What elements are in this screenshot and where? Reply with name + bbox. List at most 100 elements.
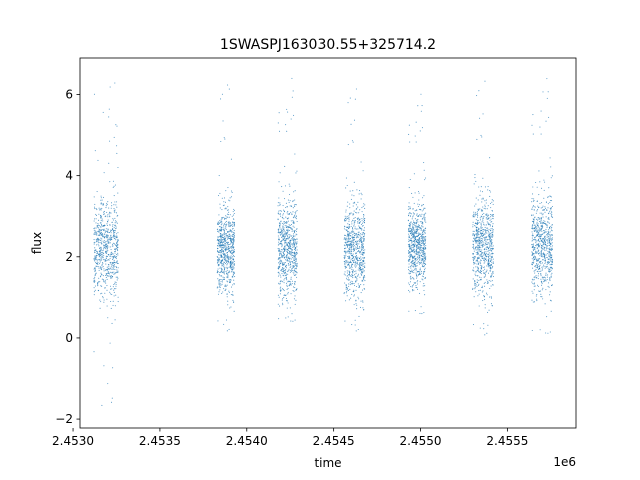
data-point bbox=[349, 260, 352, 262]
data-point bbox=[284, 231, 286, 233]
data-point bbox=[110, 248, 112, 251]
data-point bbox=[354, 216, 356, 219]
data-point bbox=[420, 237, 422, 240]
data-point bbox=[112, 258, 114, 260]
data-point bbox=[362, 205, 364, 207]
data-point bbox=[413, 272, 415, 274]
data-point bbox=[408, 224, 410, 227]
data-point bbox=[355, 261, 357, 263]
data-point bbox=[478, 279, 480, 282]
data-point bbox=[479, 269, 482, 271]
data-point bbox=[227, 214, 229, 216]
data-point bbox=[544, 262, 546, 264]
data-point bbox=[217, 252, 219, 254]
data-point bbox=[103, 299, 105, 301]
data-point bbox=[414, 264, 416, 266]
data-point bbox=[410, 285, 412, 288]
data-point bbox=[343, 219, 346, 221]
data-point bbox=[409, 141, 411, 143]
data-point bbox=[220, 238, 222, 240]
data-point bbox=[487, 261, 489, 263]
data-point bbox=[110, 236, 112, 238]
data-point bbox=[483, 259, 486, 261]
data-point bbox=[548, 253, 550, 255]
data-point bbox=[233, 268, 235, 270]
data-point bbox=[217, 278, 219, 280]
data-point bbox=[230, 250, 232, 252]
data-point bbox=[228, 291, 230, 294]
data-point bbox=[486, 248, 488, 250]
data-point bbox=[479, 261, 481, 263]
data-point bbox=[531, 234, 533, 236]
data-point bbox=[544, 231, 546, 233]
data-point bbox=[229, 200, 231, 202]
data-point bbox=[491, 236, 493, 238]
data-point bbox=[348, 264, 350, 266]
data-point bbox=[295, 263, 297, 265]
data-point bbox=[412, 196, 414, 198]
data-point bbox=[104, 292, 106, 294]
data-point bbox=[480, 241, 482, 243]
data-point bbox=[425, 227, 427, 229]
data-point bbox=[343, 237, 345, 239]
data-point bbox=[491, 274, 493, 276]
data-point bbox=[287, 302, 289, 304]
data-point bbox=[221, 209, 223, 211]
data-point bbox=[103, 211, 105, 213]
data-point bbox=[408, 289, 410, 291]
data-point bbox=[293, 204, 295, 206]
data-point bbox=[481, 249, 483, 251]
data-point bbox=[547, 196, 549, 198]
data-point bbox=[415, 264, 417, 267]
data-point bbox=[343, 273, 345, 275]
data-point bbox=[531, 246, 533, 248]
data-point bbox=[278, 273, 280, 275]
data-point bbox=[282, 274, 284, 276]
data-point bbox=[288, 246, 290, 248]
data-point bbox=[106, 237, 108, 239]
data-point bbox=[221, 217, 223, 219]
data-point bbox=[540, 133, 542, 135]
data-point bbox=[349, 265, 351, 267]
data-point bbox=[474, 273, 476, 275]
data-point bbox=[114, 231, 116, 234]
data-point bbox=[221, 243, 223, 245]
data-point bbox=[282, 251, 284, 253]
data-point bbox=[423, 215, 425, 217]
data-point bbox=[356, 235, 358, 237]
data-point bbox=[99, 254, 101, 256]
data-point bbox=[480, 134, 482, 137]
data-point bbox=[413, 173, 415, 175]
data-point bbox=[102, 257, 104, 259]
data-point bbox=[531, 278, 533, 280]
data-point bbox=[286, 238, 288, 240]
data-point bbox=[551, 258, 554, 260]
data-point bbox=[357, 236, 359, 238]
data-point bbox=[94, 285, 96, 287]
data-point bbox=[355, 255, 358, 257]
data-point bbox=[286, 244, 288, 246]
data-point bbox=[106, 231, 109, 233]
data-point bbox=[482, 216, 484, 218]
data-point bbox=[346, 287, 349, 289]
data-point bbox=[104, 235, 106, 237]
data-point bbox=[221, 263, 223, 265]
data-point bbox=[117, 238, 119, 241]
data-point bbox=[285, 226, 287, 228]
data-point bbox=[114, 273, 116, 275]
data-point bbox=[484, 208, 486, 210]
data-point bbox=[100, 301, 102, 303]
data-point bbox=[104, 279, 106, 281]
data-point bbox=[97, 240, 99, 242]
data-point bbox=[412, 226, 414, 229]
data-point bbox=[223, 137, 225, 139]
data-point bbox=[224, 252, 226, 254]
data-point bbox=[544, 207, 547, 209]
data-point bbox=[286, 258, 288, 260]
data-point bbox=[359, 209, 361, 211]
data-point bbox=[409, 239, 411, 241]
data-point bbox=[488, 260, 490, 262]
data-point bbox=[101, 285, 103, 287]
data-point bbox=[537, 266, 539, 268]
data-point bbox=[218, 280, 220, 282]
